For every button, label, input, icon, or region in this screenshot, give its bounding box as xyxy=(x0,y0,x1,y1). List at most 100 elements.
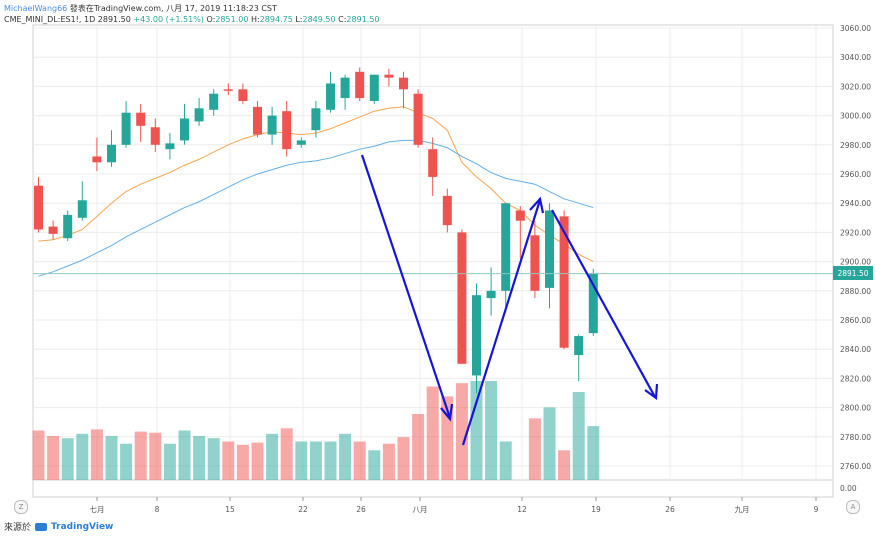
candle-up xyxy=(63,214,73,239)
candle-up xyxy=(267,115,277,135)
y-tick-label: 2960.00 xyxy=(840,170,871,179)
y-tick-label: 3020.00 xyxy=(840,82,871,91)
candle-down xyxy=(253,106,262,135)
candle-up xyxy=(588,273,598,334)
candle-up xyxy=(545,210,554,288)
volume-bar xyxy=(572,392,585,480)
arrow-down-1 xyxy=(360,154,452,419)
volume-bar xyxy=(76,433,89,480)
auto-scale-button[interactable]: A xyxy=(846,500,860,514)
volume-bar xyxy=(280,428,293,480)
candle-up xyxy=(296,140,306,145)
y-tick-label: 3000.00 xyxy=(840,112,871,121)
y-tick-label: 2920.00 xyxy=(840,228,871,237)
price-axis[interactable]: 3060.00 3040.00 3020.00 3000.00 2980.00 2960.… xyxy=(840,24,871,493)
volume-bar xyxy=(61,438,74,480)
volume-bar xyxy=(251,442,264,480)
candle-up xyxy=(311,108,321,131)
y-tick-label: 2820.00 xyxy=(840,374,871,383)
y-tick-label: 3060.00 xyxy=(840,24,871,33)
volume-bar xyxy=(295,441,308,480)
candle-up xyxy=(472,295,481,376)
volume-bar xyxy=(339,433,352,480)
volume-bar xyxy=(236,444,249,480)
candle-down xyxy=(413,93,423,145)
source-label: 來源於 xyxy=(4,523,32,533)
zoom-button[interactable]: Z xyxy=(14,500,28,514)
volume-bar xyxy=(90,429,103,480)
last-price: 2891.50 xyxy=(97,15,131,24)
volume-bar xyxy=(397,437,410,480)
open-label: O: xyxy=(206,15,216,24)
y-tick-label: 2840.00 xyxy=(840,345,871,354)
trend-arrows xyxy=(360,154,659,446)
symbol-label: CME_MINI_DL:ES1!, 1D xyxy=(4,15,96,24)
candle-down xyxy=(399,77,408,90)
volume-bar xyxy=(134,431,147,480)
candlesticks xyxy=(34,67,598,393)
candle-up xyxy=(121,112,131,145)
volume-bar xyxy=(412,414,425,480)
y-tick-label: 2940.00 xyxy=(840,199,871,208)
x-tick-label: 15 xyxy=(225,505,235,514)
time-axis[interactable]: 七月 8 15 22 26 八月 12 19 26 九月 9 xyxy=(90,497,819,514)
candle-up xyxy=(209,93,219,110)
publish-timestamp: 八月 17, 2019 11:18:23 CST xyxy=(166,4,277,13)
volume-bar xyxy=(470,381,483,480)
ema-slow-line xyxy=(38,139,594,277)
candle-down xyxy=(355,71,365,99)
candle-down xyxy=(238,89,248,101)
candle-up xyxy=(574,336,584,356)
volume-bar xyxy=(558,450,571,480)
volume-bar xyxy=(309,441,322,480)
volume-bar xyxy=(120,443,133,480)
y-tick-label: 2760.00 xyxy=(840,462,871,471)
arrow-down-2-head xyxy=(644,383,659,401)
volume-bar xyxy=(499,441,512,480)
candle-up xyxy=(107,144,116,163)
candle-down xyxy=(150,127,160,145)
arrow-down-2 xyxy=(551,209,656,398)
candle-up xyxy=(501,203,511,291)
volume-bar xyxy=(266,433,279,480)
volume-bar xyxy=(528,418,541,480)
candle-up xyxy=(340,77,350,99)
volume-bar xyxy=(47,436,60,480)
x-tick-label: 9 xyxy=(814,505,819,514)
last-price-tag xyxy=(833,266,873,280)
author-name[interactable]: MichaelWang66 xyxy=(4,4,68,13)
volume-bar xyxy=(324,441,337,480)
x-tick-label: 九月 xyxy=(735,505,750,514)
x-tick-label: 26 xyxy=(356,505,366,514)
candle-down xyxy=(530,235,540,291)
x-tick-label: 8 xyxy=(155,505,160,514)
candle-up xyxy=(165,143,175,150)
volume-bars xyxy=(32,381,600,480)
volume-bar xyxy=(455,383,468,480)
volume-tick-label: 0.00 xyxy=(840,484,857,493)
x-tick-label: 12 xyxy=(517,505,527,514)
volume-bar xyxy=(543,407,556,480)
y-tick-label: 2880.00 xyxy=(840,287,871,296)
y-tick-label: 2780.00 xyxy=(840,433,871,442)
candle-down xyxy=(428,149,438,177)
volume-bar xyxy=(32,430,45,480)
candle-down xyxy=(515,210,525,221)
candle-up xyxy=(486,290,496,299)
volume-bar xyxy=(222,441,235,480)
x-tick-label: 19 xyxy=(591,505,601,514)
volume-bar xyxy=(485,381,498,480)
candle-down xyxy=(442,195,452,226)
close-label: C: xyxy=(338,15,347,24)
x-tick-label: 八月 xyxy=(413,505,428,514)
tradingview-brand[interactable]: TradingView xyxy=(51,521,114,532)
volume-bar xyxy=(353,441,366,480)
volume-bar xyxy=(178,430,191,480)
y-tick-label: 3040.00 xyxy=(840,53,871,62)
header-line-2: CME_MINI_DL:ES1!, 1D 2891.50 +43.00 (+1.… xyxy=(4,15,380,24)
arrow-up xyxy=(461,199,542,446)
candle-down xyxy=(48,226,58,234)
candle-down xyxy=(136,112,146,126)
volume-bar xyxy=(368,450,381,480)
